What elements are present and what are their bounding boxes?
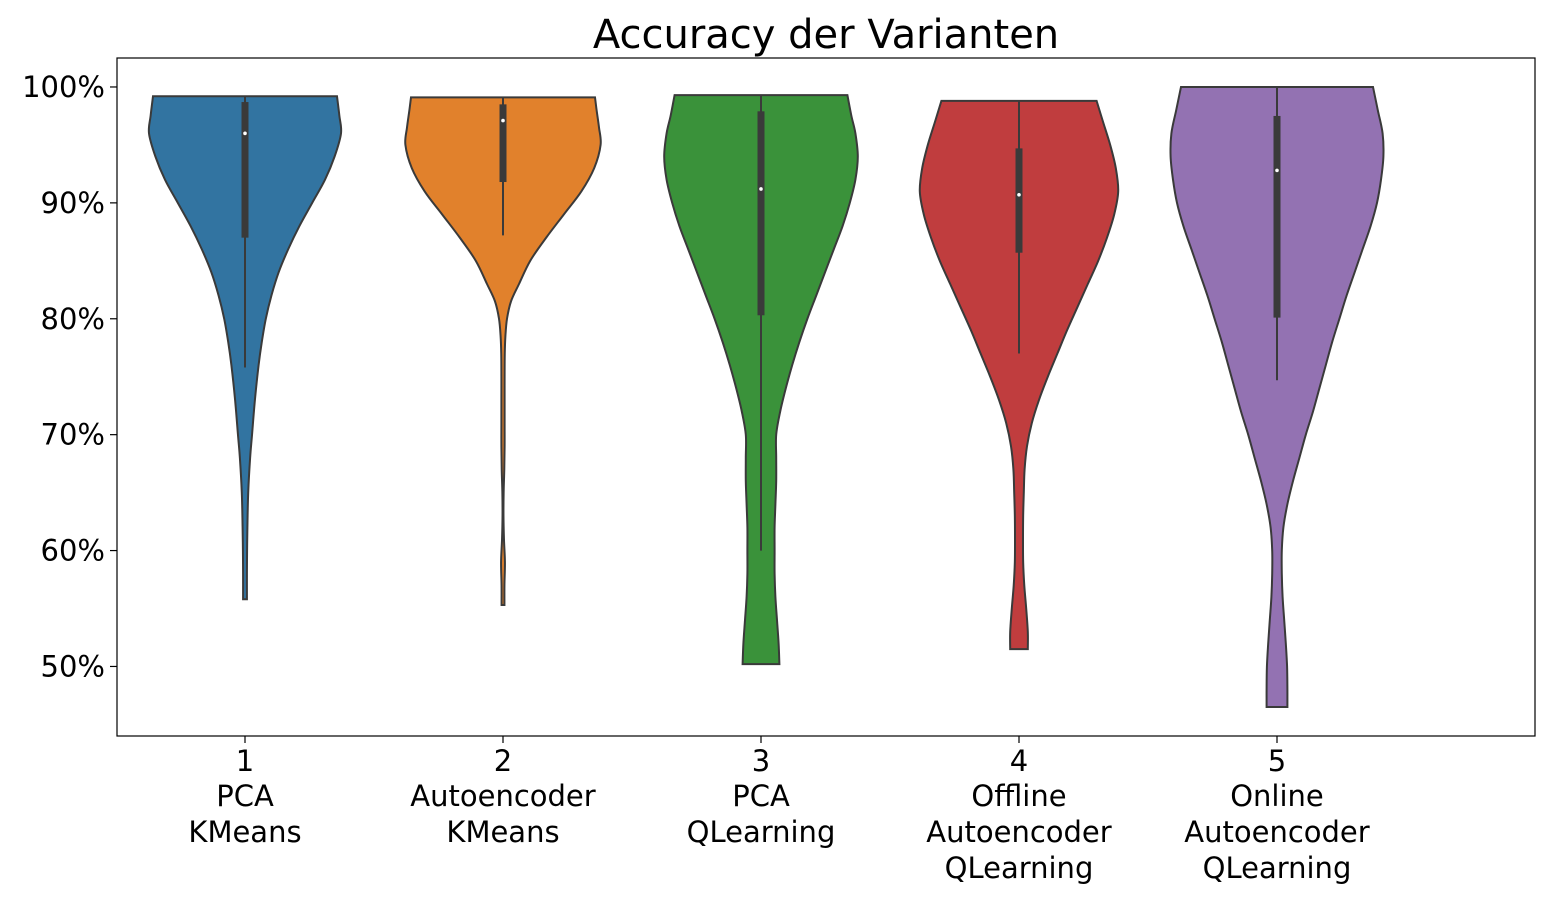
violin-group — [147, 85, 1385, 709]
violin-iqr-box-2 — [499, 104, 507, 183]
x-tick-label-line: Autoencoder — [926, 815, 1111, 849]
violin-median-3 — [759, 187, 763, 191]
x-axis: 1PCAKMeans2AutoencoderKMeans3PCAQLearnin… — [188, 736, 1370, 885]
violin-iqr-box-1 — [241, 102, 249, 238]
x-tick-label-line: QLearning — [945, 851, 1094, 885]
y-tick-label: 50% — [41, 649, 105, 683]
violin-body-2 — [404, 96, 602, 607]
x-tick-label-line: QLearning — [1203, 851, 1352, 885]
x-tick-index: 2 — [494, 744, 512, 778]
x-tick-index: 5 — [1268, 744, 1286, 778]
violin-median-5 — [1275, 168, 1279, 173]
violin-median-4 — [1017, 192, 1021, 197]
plot-frame — [116, 57, 1536, 737]
y-tick-label: 80% — [41, 302, 105, 336]
violin-iqr-box-4 — [1015, 148, 1023, 253]
violin-median-2 — [501, 118, 505, 123]
y-tick-label: 90% — [41, 186, 105, 220]
x-tick-label-line: QLearning — [687, 815, 836, 849]
x-tick-label-line: Online — [1230, 779, 1324, 813]
x-tick-label-line: PCA — [216, 779, 274, 813]
x-tick-index: 3 — [752, 744, 770, 778]
x-tick-index: 1 — [236, 744, 254, 778]
x-tick-label-line: KMeans — [188, 815, 301, 849]
x-tick-label-line: Autoencoder — [1184, 815, 1369, 849]
x-tick-index: 4 — [1010, 744, 1028, 778]
y-tick-label: 60% — [41, 534, 105, 568]
violin-iqr-box-5 — [1273, 115, 1281, 318]
violin-median-1 — [243, 131, 247, 136]
x-tick-label-line: Autoencoder — [410, 779, 595, 813]
violin-body-4 — [918, 99, 1120, 651]
violin-iqr-box-3 — [757, 111, 765, 316]
violin-body-5 — [1169, 85, 1385, 709]
y-axis: 50% 60% 70% 80% 90% 100% — [22, 70, 117, 683]
x-tick-label-line: PCA — [732, 779, 790, 813]
y-tick-label: 70% — [41, 418, 105, 452]
x-tick-label-line: KMeans — [446, 815, 559, 849]
x-tick-label-line: Offline — [971, 779, 1066, 813]
chart-title: Accuracy der Varianten — [593, 12, 1059, 58]
y-tick-label: 100% — [22, 70, 105, 104]
